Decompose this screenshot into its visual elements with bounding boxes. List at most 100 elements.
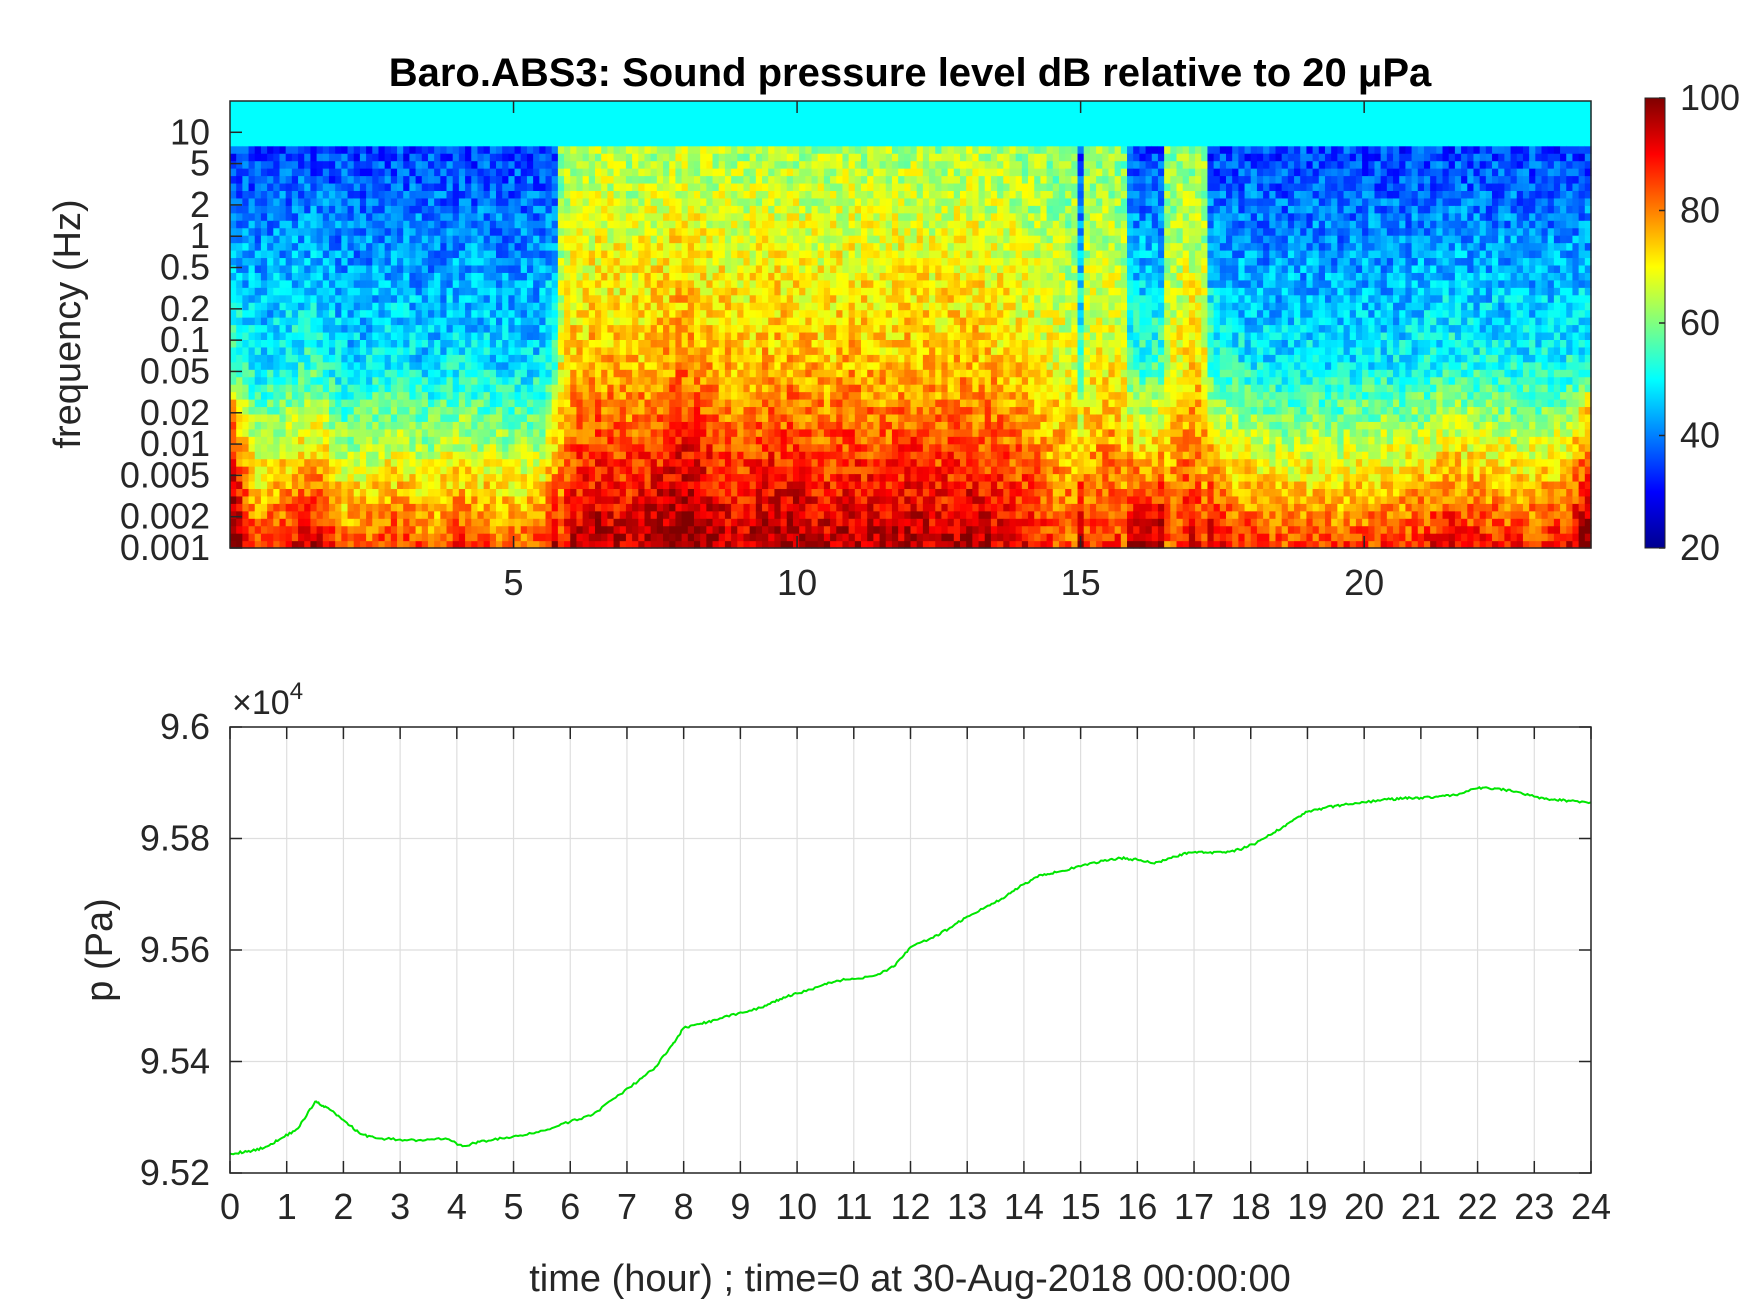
heatmap-cell [384,123,392,132]
heatmap-cell [378,272,386,281]
heatmap-cell [731,130,738,139]
heatmap-cell [496,108,503,117]
heatmap-cell [347,182,355,191]
heatmap-cell [236,130,243,139]
heatmap-cell [638,421,646,430]
heatmap-cell [545,115,553,124]
heatmap-cell [607,466,615,475]
heatmap-cell [539,160,547,169]
heatmap-cell [298,391,305,400]
heatmap-cell [551,331,559,340]
heatmap-cell [291,354,299,363]
heatmap-cell [458,123,466,132]
heatmap-cell [230,346,237,355]
heatmap-cell [471,123,479,132]
heatmap-cell [471,264,479,273]
heatmap-cell [242,115,250,124]
heatmap-cell [570,220,578,229]
heatmap-cell [557,346,565,355]
heatmap-cell [328,101,336,110]
heatmap-cell [347,399,355,408]
heatmap-cell [359,205,367,214]
heatmap-cell [434,391,441,400]
heatmap-cell [656,331,664,340]
heatmap-cell [298,242,305,251]
heatmap-cell [570,473,578,482]
heatmap-cell [582,205,590,214]
heatmap-cell [458,525,466,534]
heatmap-cell [508,384,516,393]
heatmap-cell [248,346,256,355]
heatmap-cell [663,331,670,340]
heatmap-cell [440,294,448,303]
heatmap-cell [564,138,571,147]
heatmap-cell [712,205,720,214]
heatmap-cell [452,182,460,191]
heatmap-cell [650,399,658,408]
heatmap-cell [316,235,324,244]
heatmap-cell [644,451,652,460]
heatmap-cell [427,160,435,169]
heatmap-cell [539,495,547,504]
heatmap-cell [712,443,720,452]
heatmap-cell [403,369,411,378]
heatmap-cell [359,473,367,482]
heatmap-cell [477,190,485,199]
heatmap-cell [236,384,243,393]
heatmap-cell [335,488,342,497]
heatmap-cell [601,294,608,303]
heatmap-cell [260,495,268,504]
heatmap-cell [588,384,596,393]
heatmap-cell [644,458,652,467]
heatmap-cell [273,160,281,169]
heatmap-cell [613,369,621,378]
heatmap-cell [687,153,695,162]
heatmap-cell [743,510,751,519]
heatmap-cell [409,123,417,132]
heatmap-cell [700,384,707,393]
heatmap-cell [731,473,738,482]
heatmap-cell [310,287,318,296]
heatmap-cell [687,257,695,266]
heatmap-cell [409,466,417,475]
heatmap-cell [372,197,380,206]
heatmap-cell [496,272,503,281]
heatmap-cell [687,324,695,333]
heatmap-cell [681,346,689,355]
heatmap-cell [328,376,336,385]
heatmap-cell [397,235,404,244]
heatmap-cell [595,160,602,169]
heatmap-cell [440,369,448,378]
heatmap-cell [595,302,602,311]
heatmap-cell [724,257,732,266]
heatmap-cell [378,413,386,422]
heatmap-cell [446,197,454,206]
heatmap-cell [502,518,509,527]
heatmap-cell [427,294,435,303]
heatmap-cell [341,384,349,393]
heatmap-cell [335,205,342,214]
heatmap-cell [452,264,460,273]
heatmap-cell [650,279,658,288]
heatmap-cell [737,242,745,251]
heatmap-cell [502,324,509,333]
heatmap-cell [588,317,596,326]
heatmap-cell [390,123,398,132]
heatmap-cell [737,302,745,311]
heatmap-cell [675,190,683,199]
heatmap-cell [483,294,491,303]
heatmap-cell [737,309,745,318]
heatmap-cell [576,384,584,393]
heatmap-cell [471,339,479,348]
heatmap-cell [310,182,318,191]
heatmap-cell [663,130,670,139]
heatmap-cell [557,153,565,162]
heatmap-cell [285,331,293,340]
heatmap-cell [619,123,627,132]
heatmap-cell [248,190,256,199]
heatmap-cell [737,115,745,124]
heatmap-cell [434,287,441,296]
heatmap-cell [409,361,417,370]
heatmap-cell [273,175,281,184]
heatmap-cell [601,138,608,147]
